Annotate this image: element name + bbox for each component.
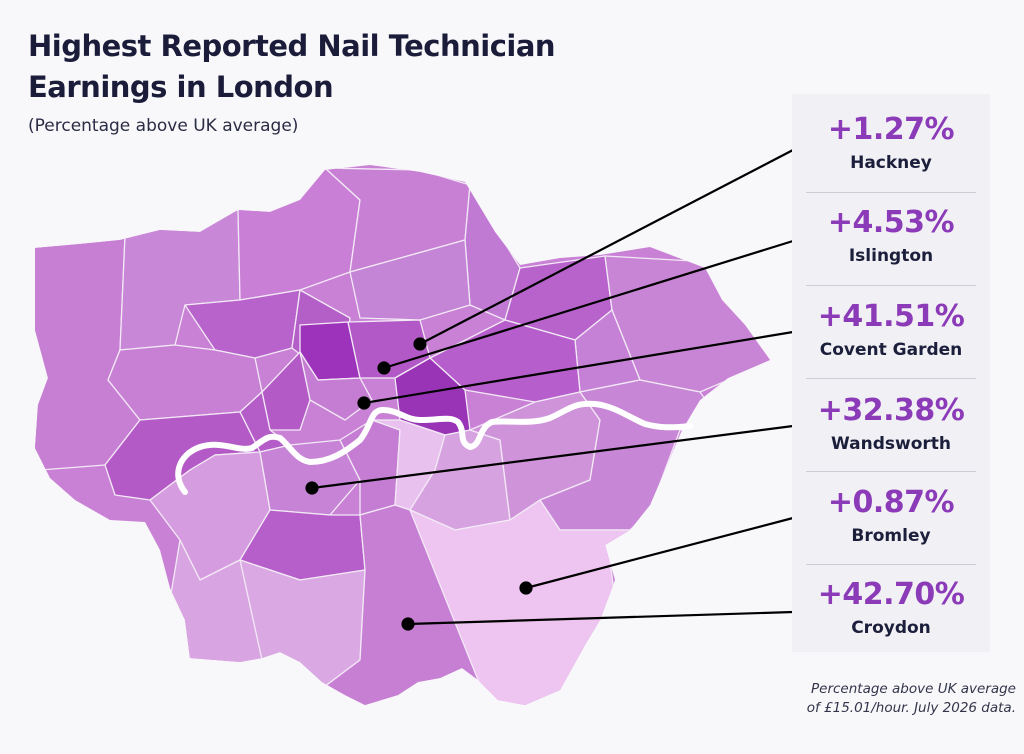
- callout-connectors: [305, 149, 794, 631]
- wandsworth-marker: [305, 481, 319, 495]
- covent-garden-connector: [363, 330, 794, 405]
- callout-label: Hackney: [850, 153, 932, 173]
- covent-garden-marker: [357, 396, 371, 410]
- divider: [806, 564, 976, 565]
- croydon-connector: [407, 610, 794, 626]
- bromley-connector: [525, 516, 794, 590]
- islington-marker: [377, 361, 391, 375]
- callout-value: +1.27%: [827, 112, 955, 147]
- callout-value: +42.70%: [817, 577, 965, 612]
- divider: [806, 285, 976, 286]
- callout-value: +4.53%: [827, 205, 955, 240]
- chart-title: Highest Reported Nail Technician Earning…: [28, 29, 556, 104]
- hackney-connector: [419, 149, 794, 345]
- callout-value: +0.87%: [827, 485, 955, 520]
- callout-label: Wandsworth: [830, 434, 951, 454]
- callout-label: Islington: [848, 246, 934, 266]
- callout-label: Croydon: [851, 618, 931, 638]
- callout-value: +32.38%: [817, 393, 965, 428]
- hackney-marker: [413, 337, 427, 351]
- callout-hackney: +1.27% Hackney: [792, 112, 990, 174]
- wandsworth-connector: [311, 424, 794, 490]
- divider: [806, 471, 976, 472]
- callout-label: Covent Garden: [819, 340, 963, 360]
- islington-connector: [383, 239, 794, 370]
- callout-islington: +4.53% Islington: [792, 205, 990, 267]
- borough-haringey: [349, 239, 471, 321]
- croydon-marker: [401, 617, 415, 631]
- callout-panel: +1.27% Hackney +4.53% Islington +41.51% …: [792, 94, 990, 652]
- callout-value: +41.51%: [817, 299, 965, 334]
- divider: [806, 378, 976, 379]
- bromley-marker: [519, 581, 533, 595]
- callout-wandsworth: +32.38% Wandsworth: [792, 393, 990, 455]
- chart-subtitle: (Percentage above UK average): [28, 116, 299, 136]
- footnote: Percentage above UK average of £15.01/ho…: [716, 680, 1016, 718]
- callout-bromley: +0.87% Bromley: [792, 485, 990, 547]
- divider: [806, 192, 976, 193]
- callout-croydon: +42.70% Croydon: [792, 577, 990, 639]
- borough-ealing: [107, 344, 263, 421]
- footnote-line-2: of £15.01/hour. July 2026 data.: [806, 700, 1016, 716]
- river-thames: [175, 400, 693, 495]
- footnote-line-1: Percentage above UK average: [811, 681, 1016, 697]
- callout-covent-garden: +41.51% Covent Garden: [792, 299, 990, 361]
- callout-label: Bromley: [851, 526, 931, 546]
